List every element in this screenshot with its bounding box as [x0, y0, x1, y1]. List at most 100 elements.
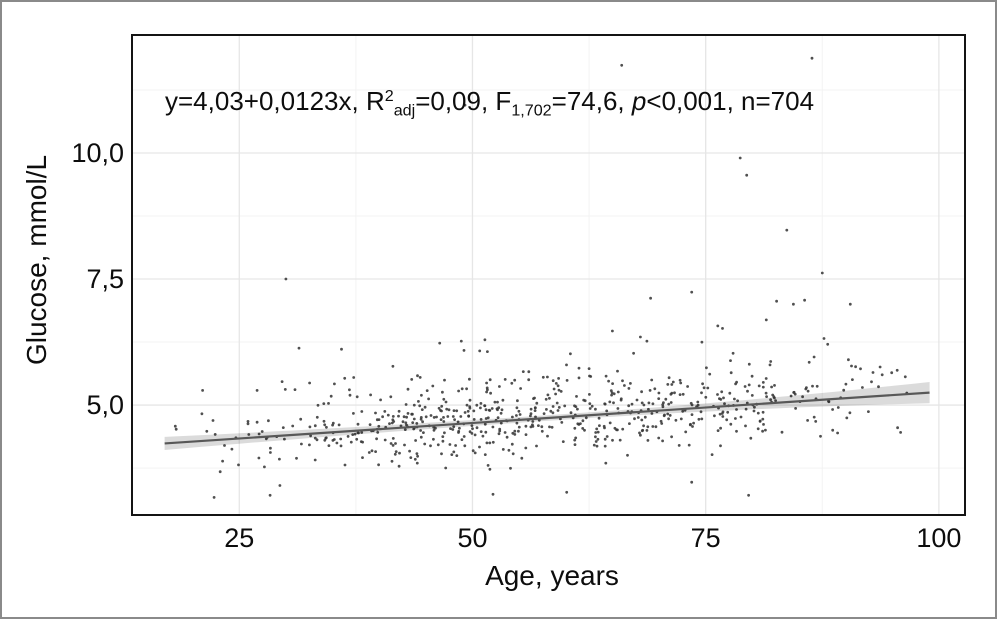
- data-point: [419, 435, 423, 439]
- data-point: [729, 422, 733, 426]
- data-point: [573, 443, 577, 446]
- data-point: [535, 444, 538, 448]
- data-point: [367, 451, 371, 454]
- data-point: [880, 373, 884, 377]
- data-point: [325, 425, 328, 429]
- data-point: [401, 420, 405, 424]
- data-point: [664, 397, 668, 401]
- data-point-outlier: [491, 492, 495, 496]
- data-point: [484, 430, 488, 434]
- data-point: [511, 452, 515, 456]
- data-point: [705, 366, 708, 370]
- data-point: [733, 397, 736, 401]
- data-point: [462, 435, 466, 438]
- data-point: [648, 389, 652, 392]
- data-point: [313, 458, 317, 462]
- data-point: [588, 407, 592, 410]
- data-point: [415, 422, 419, 425]
- data-point-outlier: [620, 63, 624, 67]
- data-point: [420, 408, 424, 411]
- scatter-points: [173, 56, 909, 499]
- data-point: [628, 422, 631, 425]
- data-point: [423, 405, 427, 409]
- data-point: [729, 359, 732, 362]
- data-point: [621, 427, 625, 431]
- data-point: [471, 427, 474, 430]
- data-point: [574, 405, 578, 408]
- data-point: [340, 347, 343, 351]
- data-point-outlier: [848, 302, 852, 306]
- data-point: [545, 408, 548, 411]
- data-point: [309, 434, 312, 438]
- data-point: [443, 378, 446, 382]
- data-point: [439, 418, 443, 421]
- data-point: [432, 437, 435, 441]
- data-point: [719, 444, 722, 448]
- data-point: [473, 433, 477, 437]
- data-point: [205, 429, 209, 433]
- data-point: [390, 459, 394, 463]
- data-point: [490, 407, 494, 410]
- data-point: [505, 435, 509, 439]
- data-point: [478, 445, 481, 449]
- data-point: [410, 378, 414, 381]
- data-point: [769, 360, 773, 363]
- data-point: [465, 387, 468, 391]
- data-point: [520, 456, 524, 460]
- data-point: [361, 456, 364, 459]
- data-point: [527, 370, 531, 374]
- data-point: [647, 401, 651, 405]
- data-point: [361, 440, 364, 444]
- data-point: [613, 426, 617, 430]
- data-point: [812, 355, 816, 359]
- data-point: [211, 419, 215, 422]
- data-point: [789, 394, 793, 398]
- data-point: [604, 461, 608, 465]
- data-point: [731, 351, 735, 355]
- data-point: [605, 409, 609, 413]
- data-point: [557, 388, 561, 392]
- data-point-outlier: [716, 324, 720, 328]
- data-point: [352, 376, 356, 379]
- data-point: [339, 444, 343, 448]
- data-point: [575, 395, 578, 398]
- data-point: [441, 439, 445, 443]
- data-point: [757, 384, 761, 388]
- data-point: [670, 391, 674, 395]
- data-point: [734, 417, 737, 420]
- data-point: [257, 432, 261, 436]
- data-point: [386, 413, 390, 417]
- data-point: [394, 450, 398, 453]
- data-point: [596, 437, 600, 441]
- data-point-outlier: [903, 375, 907, 379]
- data-point: [479, 402, 483, 405]
- data-point: [444, 400, 448, 404]
- data-point: [414, 439, 417, 442]
- data-point: [559, 390, 563, 393]
- annotation-segment: y=4,03+0,0123x, R: [165, 86, 385, 116]
- data-point: [457, 431, 460, 434]
- data-point: [405, 423, 408, 427]
- data-point: [495, 407, 499, 411]
- data-point: [467, 414, 470, 418]
- y-axis-title: Glucose, mmol/L: [21, 155, 52, 365]
- data-point: [424, 415, 428, 419]
- data-point: [457, 389, 460, 393]
- data-point: [719, 426, 722, 430]
- data-point: [427, 397, 430, 401]
- data-point: [280, 380, 284, 383]
- data-point: [597, 416, 601, 420]
- data-point: [896, 426, 899, 430]
- data-point: [445, 407, 449, 411]
- data-point: [549, 409, 553, 413]
- data-point: [451, 428, 455, 431]
- data-point: [451, 415, 455, 418]
- data-point: [329, 394, 333, 398]
- data-point: [679, 417, 683, 421]
- data-point: [769, 398, 772, 402]
- data-point: [780, 430, 784, 434]
- data-point: [447, 408, 451, 412]
- data-point: [403, 443, 406, 447]
- data-point: [595, 427, 599, 431]
- data-point: [404, 403, 408, 406]
